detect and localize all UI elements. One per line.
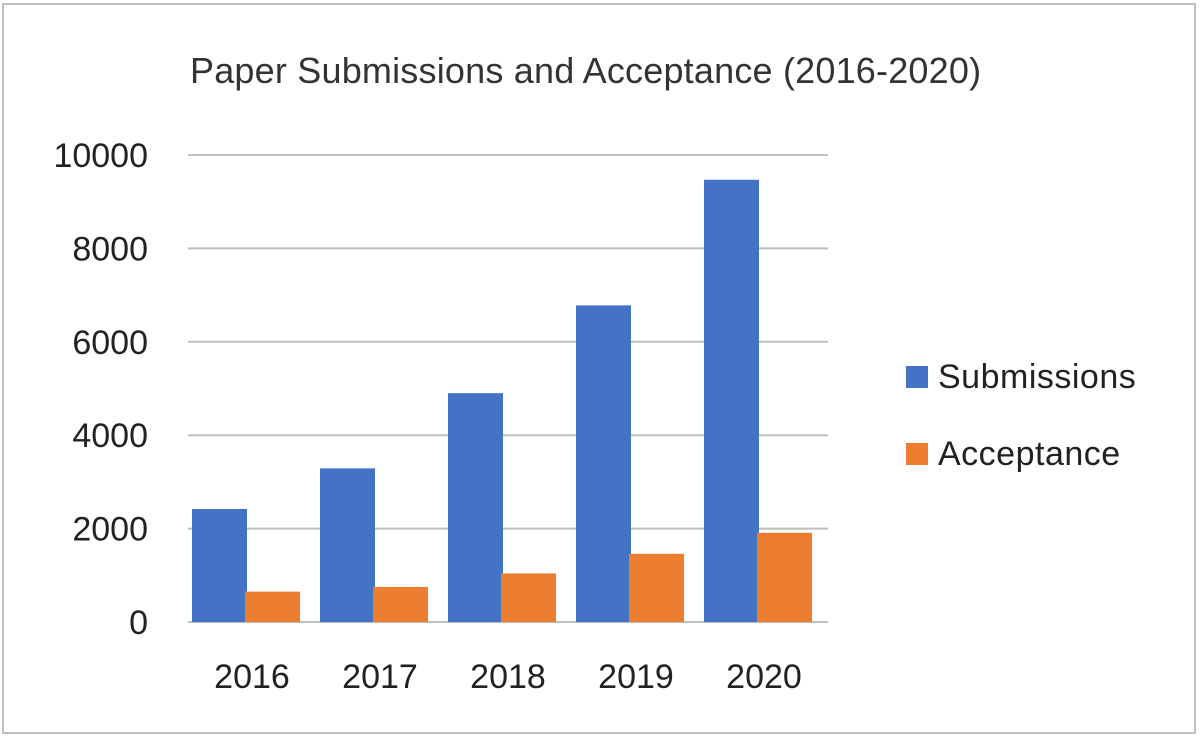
bar-submissions-2017 [320, 468, 375, 622]
x-tick-label: 2018 [470, 658, 546, 696]
x-tick-label: 2019 [598, 658, 674, 696]
x-tick-label: 2016 [214, 658, 290, 696]
legend-swatch-acceptance [906, 443, 928, 465]
y-tick-label: 8000 [72, 230, 148, 268]
chart-title: Paper Submissions and Acceptance (2016-2… [190, 50, 982, 91]
bar-submissions-2016 [192, 508, 247, 622]
x-tick-label: 2017 [342, 658, 418, 696]
y-tick-label: 6000 [72, 324, 148, 362]
legend: Submissions Acceptance [906, 355, 1136, 509]
bar-acceptance-2016 [245, 591, 300, 622]
y-tick-label: 10000 [53, 137, 148, 175]
bars [192, 179, 812, 622]
bar-acceptance-2018 [501, 573, 556, 622]
bar-submissions-2018 [448, 393, 503, 622]
legend-swatch-submissions [906, 366, 928, 388]
legend-label-acceptance: Acceptance [938, 434, 1121, 473]
legend-item-submissions: Submissions [906, 355, 1136, 399]
bar-acceptance-2017 [373, 586, 428, 622]
y-tick-label: 0 [129, 604, 148, 642]
bar-submissions-2019 [576, 305, 631, 622]
bar-acceptance-2019 [629, 553, 684, 622]
y-tick-label: 4000 [72, 417, 148, 455]
legend-item-acceptance: Acceptance [906, 432, 1136, 476]
bar-acceptance-2020 [757, 532, 812, 622]
legend-label-submissions: Submissions [938, 357, 1137, 396]
y-tick-label: 2000 [72, 511, 148, 549]
x-axis-tick-labels: 2016 2017 2018 2019 2020 [214, 658, 802, 696]
y-axis-tick-labels: 0 2000 4000 6000 8000 10000 [53, 137, 148, 642]
bar-submissions-2020 [704, 179, 759, 622]
x-tick-label: 2020 [726, 658, 802, 696]
